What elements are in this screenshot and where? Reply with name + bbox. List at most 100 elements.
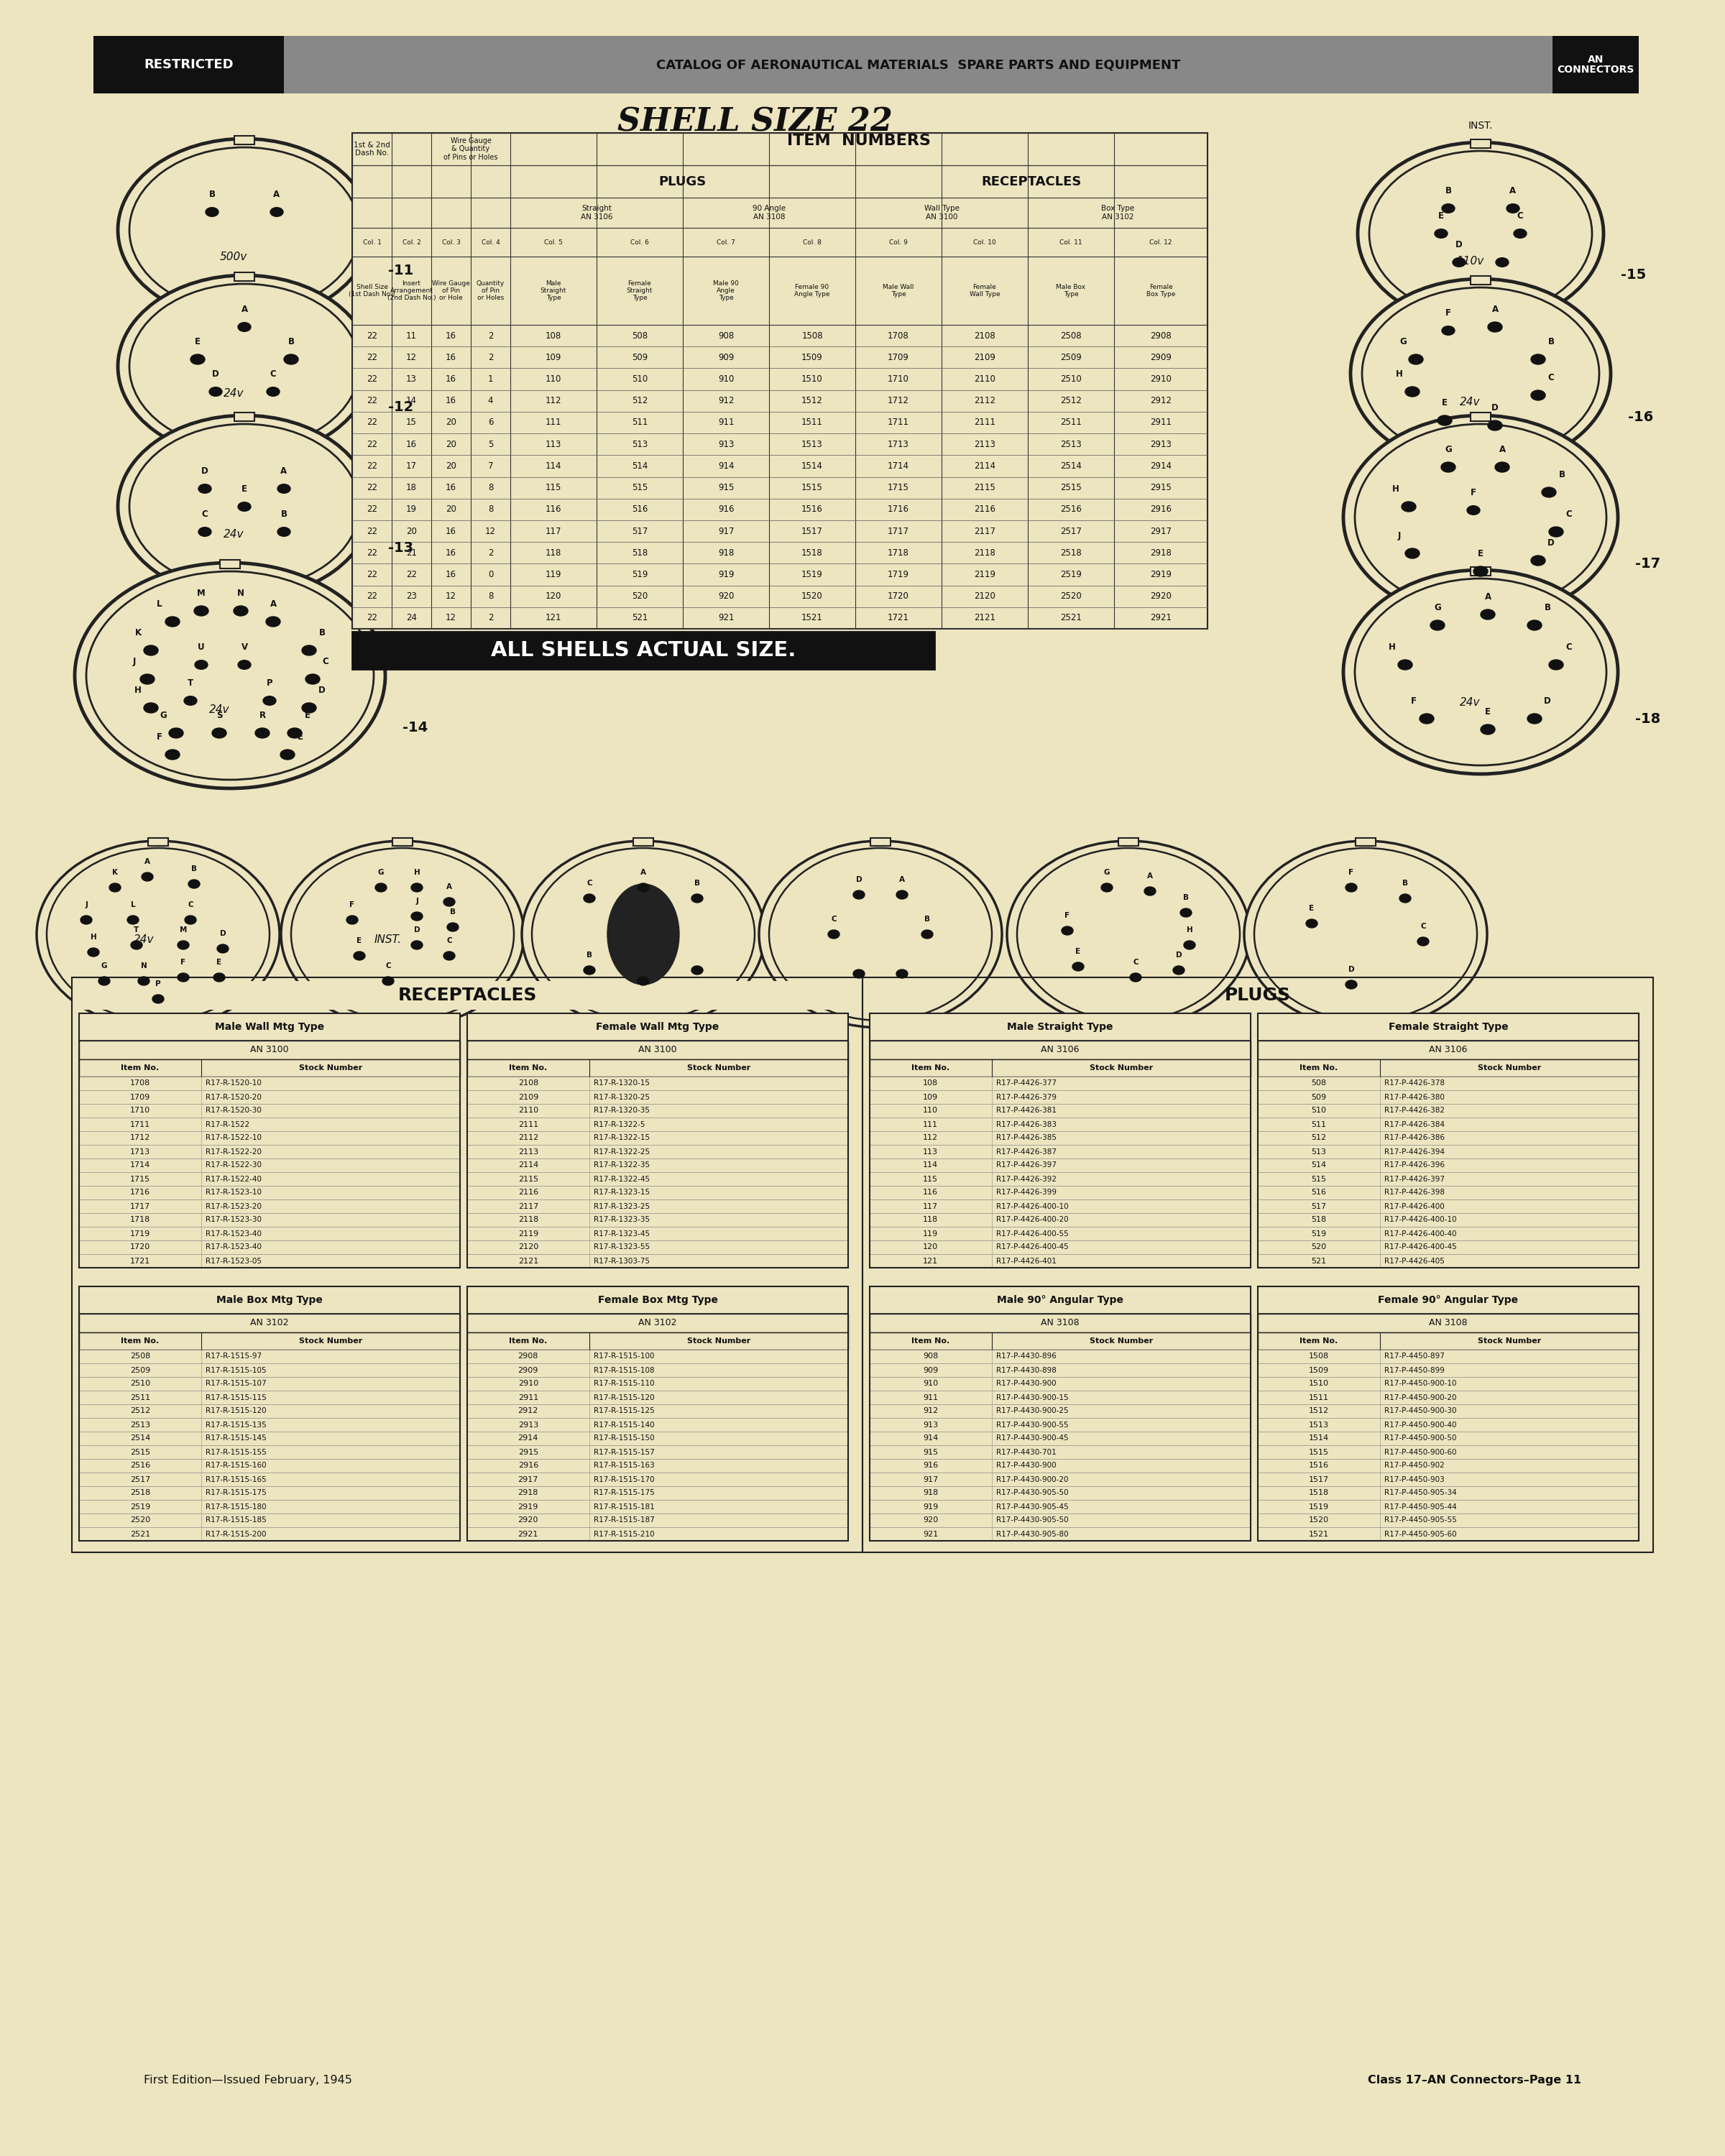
- Text: E: E: [195, 336, 200, 347]
- Text: B: B: [1559, 470, 1565, 479]
- Text: 913: 913: [718, 440, 733, 448]
- Ellipse shape: [117, 416, 371, 597]
- Text: E: E: [1309, 906, 1314, 912]
- Text: 24v: 24v: [133, 936, 154, 944]
- Bar: [79, 1460, 461, 1473]
- Bar: [1258, 1186, 1639, 1199]
- Text: Female
Straight
Type: Female Straight Type: [626, 280, 652, 302]
- Text: 1718: 1718: [888, 548, 909, 558]
- Ellipse shape: [1442, 326, 1454, 334]
- Text: Col. 2: Col. 2: [402, 239, 421, 246]
- Text: Shell Size
(1st Dash No.): Shell Size (1st Dash No.): [348, 285, 395, 298]
- Text: H: H: [1389, 642, 1396, 651]
- Ellipse shape: [769, 847, 992, 1020]
- Text: R17-R-1515-125: R17-R-1515-125: [593, 1408, 654, 1414]
- Text: 22: 22: [367, 569, 378, 580]
- Text: 2: 2: [488, 548, 493, 558]
- Text: 1517: 1517: [1309, 1475, 1328, 1483]
- Bar: [1258, 1013, 1639, 1041]
- Bar: [1258, 1526, 1639, 1542]
- Text: 1710: 1710: [129, 1108, 150, 1115]
- Text: A: A: [1492, 304, 1499, 315]
- Text: 16: 16: [445, 569, 457, 580]
- Text: R17-P-4426-400-40: R17-P-4426-400-40: [1383, 1229, 1456, 1238]
- Text: R17-R-1515-187: R17-R-1515-187: [593, 1518, 654, 1524]
- Bar: [79, 1041, 461, 1059]
- Text: R17-P-4426-396: R17-P-4426-396: [1383, 1162, 1444, 1169]
- Text: 2911: 2911: [1151, 418, 1171, 427]
- Ellipse shape: [1487, 420, 1502, 431]
- Ellipse shape: [262, 696, 276, 705]
- Text: R17-P-4450-900-40: R17-P-4450-900-40: [1383, 1421, 1456, 1429]
- Bar: [1258, 1378, 1639, 1391]
- Ellipse shape: [129, 285, 359, 448]
- Text: R17-R-1515-115: R17-R-1515-115: [205, 1395, 266, 1401]
- Text: R17-P-4430-905-80: R17-P-4430-905-80: [995, 1531, 1068, 1537]
- Bar: [79, 1473, 461, 1485]
- Bar: [869, 1526, 1251, 1542]
- Bar: [235, 412, 255, 420]
- Text: 1509: 1509: [1309, 1367, 1328, 1373]
- Text: 2520: 2520: [129, 1518, 150, 1524]
- Bar: [467, 1013, 849, 1041]
- Text: R17-R-1520-30: R17-R-1520-30: [205, 1108, 260, 1115]
- Bar: [869, 1013, 1251, 1041]
- Text: R17-R-1515-107: R17-R-1515-107: [205, 1380, 266, 1388]
- Bar: [869, 1041, 1251, 1059]
- Ellipse shape: [143, 645, 159, 655]
- Text: 117: 117: [923, 1203, 938, 1210]
- Text: -12: -12: [388, 401, 414, 414]
- Text: 2109: 2109: [518, 1093, 538, 1100]
- Text: 22: 22: [367, 505, 378, 513]
- Text: 512: 512: [631, 397, 647, 405]
- Text: 116: 116: [923, 1190, 938, 1197]
- Ellipse shape: [1363, 287, 1599, 459]
- Text: K: K: [135, 627, 141, 638]
- Text: R17-P-4426-381: R17-P-4426-381: [995, 1108, 1056, 1115]
- Ellipse shape: [1401, 502, 1416, 511]
- Text: Item No.: Item No.: [509, 1065, 547, 1072]
- Text: -13: -13: [388, 541, 414, 554]
- Text: R17-R-1320-25: R17-R-1320-25: [593, 1093, 650, 1100]
- Text: G: G: [160, 711, 167, 720]
- Ellipse shape: [1244, 841, 1487, 1028]
- Text: G: G: [1104, 869, 1109, 875]
- Ellipse shape: [198, 485, 212, 494]
- Text: 115: 115: [923, 1175, 938, 1181]
- Text: A: A: [1485, 593, 1490, 602]
- Bar: [79, 1132, 461, 1145]
- Bar: [869, 1514, 1251, 1526]
- Text: R: R: [259, 711, 266, 720]
- Text: 911: 911: [923, 1395, 938, 1401]
- Text: C: C: [1566, 642, 1571, 651]
- Text: R17-P-4426-400-55: R17-P-4426-400-55: [995, 1229, 1068, 1238]
- Text: R17-R-1515-97: R17-R-1515-97: [205, 1354, 262, 1360]
- Bar: [1258, 1432, 1639, 1445]
- Text: PLUGS: PLUGS: [1225, 987, 1290, 1005]
- Text: 16: 16: [445, 332, 457, 341]
- Text: 2519: 2519: [1061, 569, 1082, 580]
- Bar: [869, 1186, 1251, 1199]
- Text: Insert
Arrangement
(2nd Dash No.): Insert Arrangement (2nd Dash No.): [386, 280, 436, 302]
- Bar: [1258, 1363, 1639, 1378]
- Text: B: B: [288, 336, 295, 347]
- Bar: [79, 1013, 461, 1041]
- Bar: [1258, 1091, 1639, 1104]
- Text: R17-P-4450-897: R17-P-4450-897: [1383, 1354, 1444, 1360]
- Bar: [1258, 1132, 1639, 1145]
- Text: 918: 918: [718, 548, 733, 558]
- Text: 509: 509: [1311, 1093, 1327, 1100]
- Bar: [79, 1332, 461, 1350]
- Text: 917: 917: [923, 1475, 938, 1483]
- Text: S: S: [216, 711, 223, 720]
- Text: 2111: 2111: [975, 418, 995, 427]
- Ellipse shape: [1506, 205, 1520, 213]
- Ellipse shape: [128, 916, 138, 925]
- Ellipse shape: [1370, 151, 1592, 317]
- Text: 22: 22: [367, 548, 378, 558]
- Text: 118: 118: [545, 548, 561, 558]
- Text: 915: 915: [718, 483, 733, 492]
- Bar: [79, 1419, 461, 1432]
- Text: 2515: 2515: [129, 1449, 150, 1455]
- Text: F: F: [1349, 869, 1354, 875]
